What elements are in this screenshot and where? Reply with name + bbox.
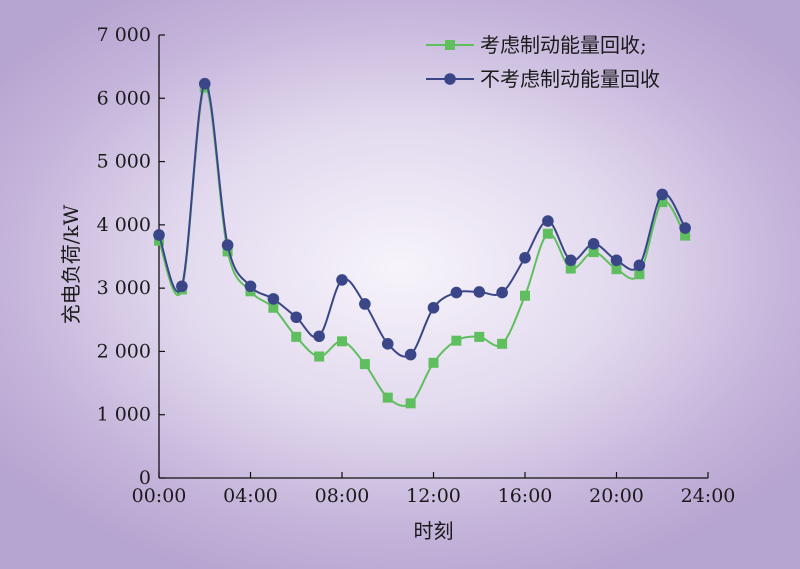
x-tick-label: 00:00 xyxy=(132,485,187,507)
x-axis-title: 时刻 xyxy=(414,519,454,543)
series-2-point xyxy=(564,254,577,267)
series-2-point xyxy=(450,286,463,299)
legend-marker-1 xyxy=(445,40,455,50)
series-2-point xyxy=(198,77,211,90)
legend: 考虑制动能量回收; 不考虑制动能量回收 xyxy=(426,33,660,91)
series-2-point xyxy=(221,239,234,251)
series-1-point xyxy=(268,302,279,313)
series-2-point xyxy=(473,286,486,298)
series-2-line xyxy=(158,82,687,358)
series-1-point xyxy=(611,264,622,275)
series-1-point xyxy=(474,331,485,342)
y-tick-label: 0 xyxy=(139,467,151,489)
x-tick-label: 08:00 xyxy=(315,485,370,507)
series-1-point xyxy=(314,351,325,362)
series-2-point xyxy=(587,238,600,250)
series-2-point xyxy=(381,338,394,350)
series-2-point xyxy=(313,330,325,343)
y-tick-label: 6 000 xyxy=(97,87,151,109)
series-2-point xyxy=(336,274,348,286)
series-2-point xyxy=(267,293,280,305)
series-1-point xyxy=(588,247,599,258)
series-1-point xyxy=(382,392,393,403)
legend-label-2: 不考虑制动能量回收 xyxy=(480,67,660,91)
series-1-point xyxy=(451,335,462,346)
series-2-point xyxy=(427,301,440,314)
legend-label-1: 考虑制动能量回收; xyxy=(480,33,647,57)
series-2-point xyxy=(359,298,371,310)
series-2-point xyxy=(519,251,531,264)
series-1-point xyxy=(657,197,668,208)
y-axis-title: 充电负荷/kW xyxy=(59,204,83,324)
y-tick-label: 4 000 xyxy=(97,214,151,236)
y-tick-label: 7 000 xyxy=(97,24,151,46)
series-2 xyxy=(153,77,691,361)
series-2-point xyxy=(542,215,554,227)
y-tick-label: 2 000 xyxy=(97,340,151,362)
y-tick-label: 1 000 xyxy=(97,404,151,426)
series-2-point xyxy=(290,311,303,324)
series-2-point xyxy=(496,286,508,299)
series-layer xyxy=(153,77,691,409)
x-tick-label: 04:00 xyxy=(223,485,278,507)
series-2-point xyxy=(633,259,646,272)
x-tick-label: 20:00 xyxy=(589,485,644,507)
series-1-point xyxy=(634,269,645,280)
series-1-point xyxy=(337,336,347,347)
series-2-point xyxy=(244,280,257,293)
series-1-point xyxy=(222,246,233,257)
axes: 0 1 000 2 000 3 000 4 000 5 000 6 000 7 000 00:0… xyxy=(59,24,735,543)
legend-marker-2 xyxy=(444,73,456,85)
series-2-point xyxy=(679,222,691,234)
series-2-point xyxy=(153,229,165,241)
series-1-point xyxy=(520,290,530,301)
series-1-point xyxy=(291,331,302,342)
series-1-point xyxy=(359,359,370,370)
series-2-point xyxy=(656,188,669,201)
series-1-point xyxy=(497,338,508,349)
series-1-point xyxy=(428,357,439,368)
series-1-line xyxy=(158,86,687,407)
series-1-point xyxy=(680,230,691,241)
series-2-point xyxy=(176,280,188,293)
series-1 xyxy=(154,82,691,409)
series-1-point xyxy=(405,398,416,409)
x-tick-label: 12:00 xyxy=(406,485,461,507)
y-tick-label: 3 000 xyxy=(97,277,151,299)
series-1-point xyxy=(542,228,553,239)
series-1-point xyxy=(565,263,576,274)
x-tick-label: 24:00 xyxy=(681,485,736,507)
y-tick-label: 5 000 xyxy=(97,151,151,173)
series-2-point xyxy=(404,348,417,361)
series-2-point xyxy=(610,254,623,267)
x-tick-label: 16:00 xyxy=(498,485,553,507)
